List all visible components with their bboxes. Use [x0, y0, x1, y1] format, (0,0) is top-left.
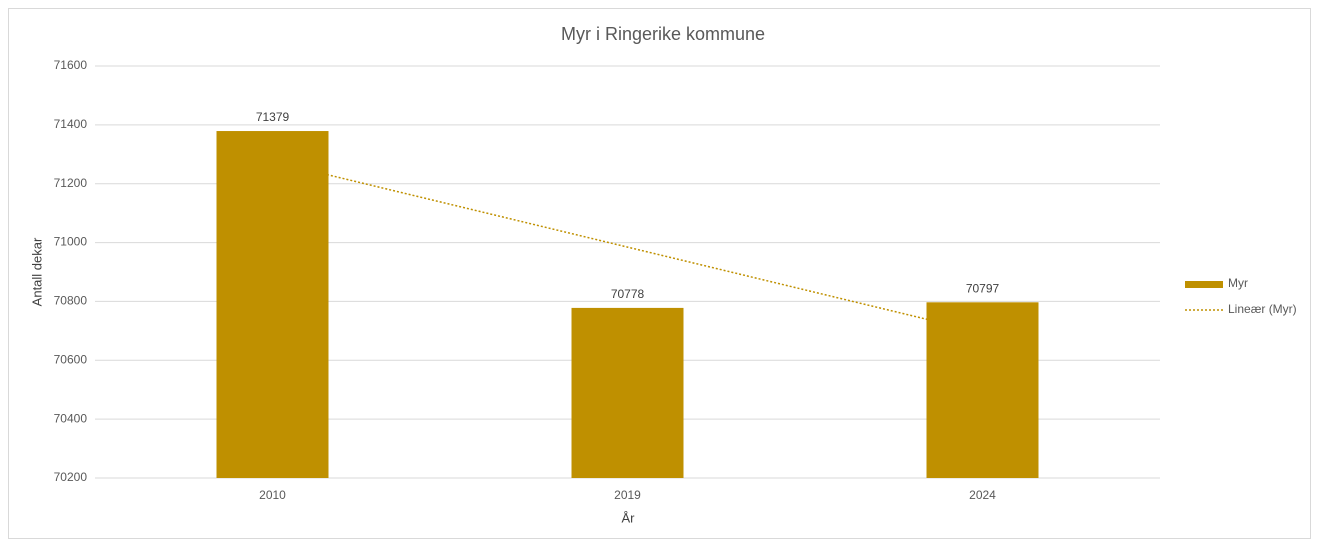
y-axis-title: Antall dekar [29, 237, 44, 306]
legend-label: Lineær (Myr) [1228, 302, 1297, 316]
chart-title: Myr i Ringerike kommune [561, 24, 765, 44]
bar [926, 302, 1039, 478]
y-tick-label: 70400 [54, 411, 88, 425]
y-tick-label: 71000 [54, 235, 88, 249]
y-tick-label: 71600 [54, 58, 88, 72]
data-label: 71379 [256, 110, 290, 124]
y-tick-label: 71200 [54, 176, 88, 190]
data-label: 70778 [611, 287, 645, 301]
legend-label: Myr [1228, 276, 1248, 290]
y-tick-label: 70600 [54, 352, 88, 366]
bar [571, 307, 684, 478]
y-tick-label: 71400 [54, 117, 88, 131]
y-tick-label: 70800 [54, 294, 88, 308]
trendline [272, 160, 983, 334]
y-tick-label: 70200 [54, 470, 88, 484]
data-label: 70797 [966, 281, 1000, 295]
x-tick-label: 2010 [259, 488, 286, 502]
bar [216, 131, 329, 478]
legend-swatch [1185, 281, 1223, 288]
x-axis-title: År [622, 510, 636, 525]
x-tick-label: 2019 [614, 488, 641, 502]
x-tick-label: 2024 [969, 488, 996, 502]
